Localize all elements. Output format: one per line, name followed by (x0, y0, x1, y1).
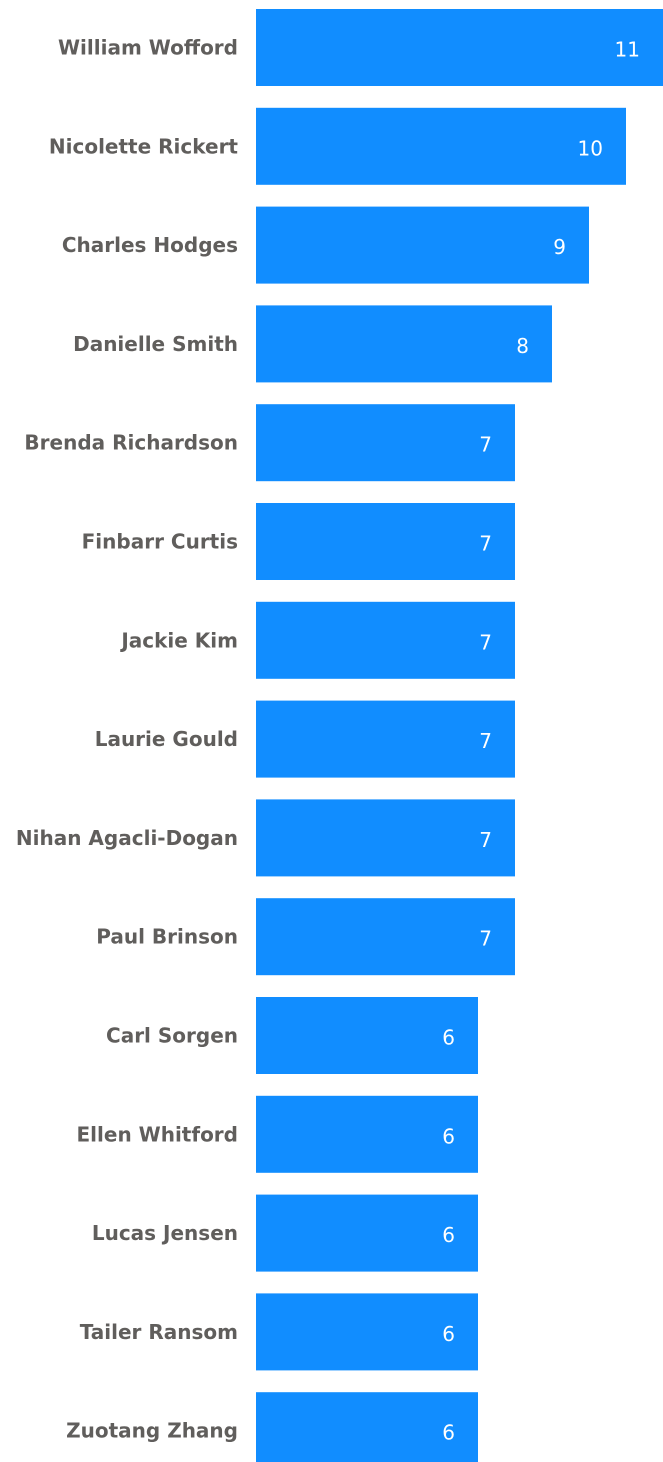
data-label: 6 (442, 1421, 455, 1445)
category-label: Zuotang Zhang (66, 1419, 238, 1443)
data-label: 9 (553, 235, 566, 259)
bar[interactable] (256, 700, 515, 778)
data-label: 6 (442, 1322, 455, 1346)
data-label: 7 (479, 927, 492, 951)
bar[interactable] (256, 9, 663, 86)
category-label: Nihan Agacli-Dogan (16, 826, 238, 850)
category-label: Finbarr Curtis (82, 530, 238, 554)
bar[interactable] (256, 1095, 478, 1173)
data-label: 7 (479, 532, 492, 556)
category-label: Tailer Ransom (80, 1320, 238, 1344)
data-label: 7 (479, 630, 492, 654)
data-label: 11 (615, 38, 640, 62)
category-label: Jackie Kim (119, 628, 238, 652)
data-label: 10 (578, 136, 603, 160)
data-label: 6 (442, 1223, 455, 1247)
data-label: 7 (479, 433, 492, 457)
category-label: Brenda Richardson (24, 431, 238, 455)
bar[interactable] (256, 898, 515, 976)
bar[interactable] (256, 1194, 478, 1272)
data-label: 8 (516, 334, 529, 358)
category-label: Lucas Jensen (92, 1221, 238, 1245)
bar[interactable] (256, 107, 626, 185)
data-label: 7 (479, 828, 492, 852)
bar[interactable] (256, 404, 515, 482)
category-label: Laurie Gould (95, 727, 238, 751)
bar[interactable] (256, 1392, 478, 1462)
bar[interactable] (256, 601, 515, 679)
data-label: 6 (442, 1124, 455, 1148)
data-label: 6 (442, 1026, 455, 1050)
bar[interactable] (256, 206, 589, 284)
bars (256, 9, 663, 1462)
category-labels: William Wofford Nicolette Rickert Charles … (16, 36, 239, 1443)
category-label: Nicolette Rickert (49, 134, 239, 158)
category-label: Ellen Whitford (77, 1122, 238, 1146)
category-label: William Wofford (58, 36, 238, 60)
bar[interactable] (256, 305, 552, 383)
bar[interactable] (256, 799, 515, 877)
bar[interactable] (256, 1293, 478, 1371)
category-label: Carl Sorgen (106, 1024, 238, 1048)
value-labels: 11 10 9 8 7 7 7 7 7 7 6 6 6 6 6 (442, 38, 640, 1445)
category-label: Danielle Smith (73, 332, 238, 356)
bar[interactable] (256, 997, 478, 1074)
data-label: 7 (479, 729, 492, 753)
category-label: Paul Brinson (96, 925, 238, 949)
bar[interactable] (256, 503, 515, 580)
category-label: Charles Hodges (62, 233, 238, 257)
